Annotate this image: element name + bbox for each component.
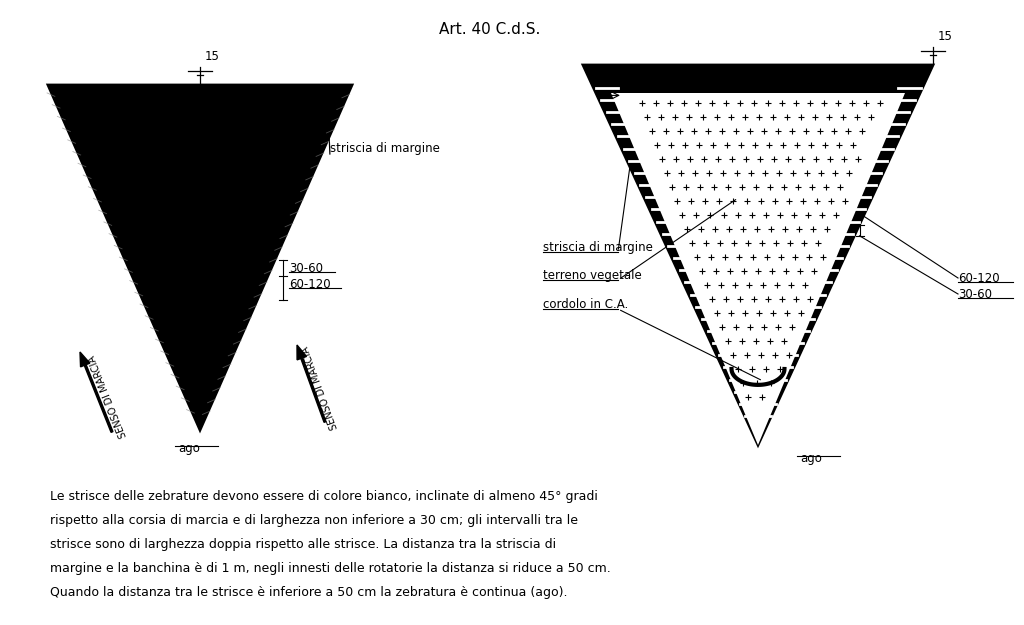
Text: 30-60: 30-60 bbox=[289, 261, 323, 274]
Polygon shape bbox=[138, 289, 262, 430]
Text: rispetto alla corsia di marcia e di larghezza non inferiore a 30 cm; gli interva: rispetto alla corsia di marcia e di larg… bbox=[50, 514, 578, 527]
Text: cordolo in C.A.: cordolo in C.A. bbox=[543, 299, 629, 311]
Text: Art. 40 C.d.S.: Art. 40 C.d.S. bbox=[439, 22, 541, 37]
Text: Le strisce delle zebrature devono essere di colore bianco, inclinate di almeno 4: Le strisce delle zebrature devono essere… bbox=[50, 490, 598, 503]
Text: 100: 100 bbox=[599, 81, 621, 91]
Text: 30-60: 30-60 bbox=[958, 288, 992, 301]
Polygon shape bbox=[583, 65, 933, 445]
Text: ago: ago bbox=[178, 442, 200, 455]
Polygon shape bbox=[611, 93, 905, 445]
Text: SENSO DI MARCIA: SENSO DI MARCIA bbox=[301, 344, 340, 431]
Text: 15: 15 bbox=[205, 50, 220, 63]
Polygon shape bbox=[48, 85, 352, 430]
Polygon shape bbox=[118, 242, 283, 430]
Polygon shape bbox=[180, 384, 220, 430]
Text: 15: 15 bbox=[938, 30, 953, 43]
Text: terreno vegetale: terreno vegetale bbox=[543, 269, 642, 282]
Text: striscia di margine: striscia di margine bbox=[330, 142, 440, 155]
Polygon shape bbox=[76, 148, 325, 430]
Text: SENSO DI MARCIA: SENSO DI MARCIA bbox=[87, 353, 129, 439]
Text: 60-120: 60-120 bbox=[958, 271, 999, 284]
Polygon shape bbox=[159, 337, 241, 430]
Polygon shape bbox=[96, 195, 303, 430]
Text: strisce sono di larghezza doppia rispetto alle strisce. La distanza tra la stris: strisce sono di larghezza doppia rispett… bbox=[50, 538, 556, 551]
Text: Quando la distanza tra le strisce è inferiore a 50 cm la zebratura è continua (a: Quando la distanza tra le strisce è infe… bbox=[50, 586, 567, 599]
Polygon shape bbox=[55, 101, 345, 430]
Text: striscia di margine: striscia di margine bbox=[543, 241, 653, 254]
Text: ago: ago bbox=[800, 452, 822, 465]
Text: 60-120: 60-120 bbox=[289, 278, 331, 291]
FancyArrow shape bbox=[297, 345, 326, 423]
Text: margine e la banchina è di 1 m, negli innesti delle rotatorie la distanza si rid: margine e la banchina è di 1 m, negli in… bbox=[50, 562, 610, 575]
FancyArrow shape bbox=[80, 352, 113, 432]
